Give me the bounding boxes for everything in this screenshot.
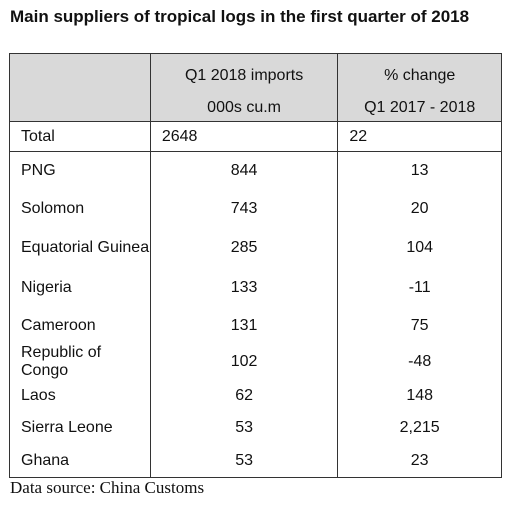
change-value: 13	[337, 151, 502, 190]
header-imports-line1: Q1 2018 imports	[184, 67, 304, 84]
supplier-name: Nigeria	[9, 268, 151, 308]
supplier-name: Republic of Congo	[9, 344, 151, 380]
table-row: Sierra Leone 53 2,215	[9, 411, 502, 444]
supplier-name: Ghana	[9, 444, 151, 478]
table-row: Nigeria 133 -11	[9, 268, 502, 308]
header-imports-line2: 000s cu.m	[207, 99, 281, 116]
header-cell-change: % change Q1 2017 - 2018	[337, 53, 502, 122]
header-change-line2: Q1 2017 - 2018	[364, 99, 476, 116]
table-row: Solomon 743 20	[9, 190, 502, 228]
change-value: -11	[337, 268, 502, 308]
header-row: Q1 2018 imports 000s cu.m % change Q1 20…	[9, 53, 502, 122]
imports-value: 285	[149, 228, 339, 268]
header-cell-supplier	[9, 53, 151, 122]
supplier-name: Equatorial Guinea	[9, 228, 151, 268]
imports-value: 53	[149, 444, 339, 478]
table-row: PNG 844 13	[9, 151, 502, 190]
imports-value: 131	[149, 308, 339, 344]
header-cell-imports: Q1 2018 imports 000s cu.m	[149, 53, 339, 122]
imports-value: 53	[149, 411, 339, 444]
header-change-line1: % change	[384, 67, 456, 84]
table-row: Cameroon 131 75	[9, 308, 502, 344]
imports-value: 133	[149, 268, 339, 308]
page-title: Main suppliers of tropical logs in the f…	[10, 7, 470, 26]
table-row: Ghana 53 23	[9, 444, 502, 478]
suppliers-table: Q1 2018 imports 000s cu.m % change Q1 20…	[9, 53, 502, 478]
change-value: 2,215	[337, 411, 502, 444]
change-value: -48	[337, 344, 502, 380]
table-header: Q1 2018 imports 000s cu.m % change Q1 20…	[9, 53, 502, 122]
imports-value: 102	[149, 344, 339, 380]
supplier-name: Laos	[9, 380, 151, 411]
total-change: 22	[337, 121, 502, 152]
supplier-name: PNG	[9, 151, 151, 190]
change-value: 104	[337, 228, 502, 268]
imports-value: 743	[149, 190, 339, 228]
table-body: Total 2648 22 PNG 844 13 Solomon 743 20 …	[9, 121, 502, 478]
imports-value: 844	[149, 151, 339, 190]
total-row: Total 2648 22	[9, 121, 502, 152]
change-value: 23	[337, 444, 502, 478]
change-value: 75	[337, 308, 502, 344]
supplier-name: Solomon	[9, 190, 151, 228]
total-imports: 2648	[149, 121, 339, 152]
supplier-name: Cameroon	[9, 308, 151, 344]
change-value: 20	[337, 190, 502, 228]
change-value: 148	[337, 380, 502, 411]
data-source-note: Data source: China Customs	[10, 478, 205, 497]
imports-value: 62	[149, 380, 339, 411]
supplier-name: Sierra Leone	[9, 411, 151, 444]
table-row: Republic of Congo 102 -48	[9, 344, 502, 380]
table-row: Laos 62 148	[9, 380, 502, 411]
total-label: Total	[9, 121, 151, 152]
table-row: Equatorial Guinea 285 104	[9, 228, 502, 268]
